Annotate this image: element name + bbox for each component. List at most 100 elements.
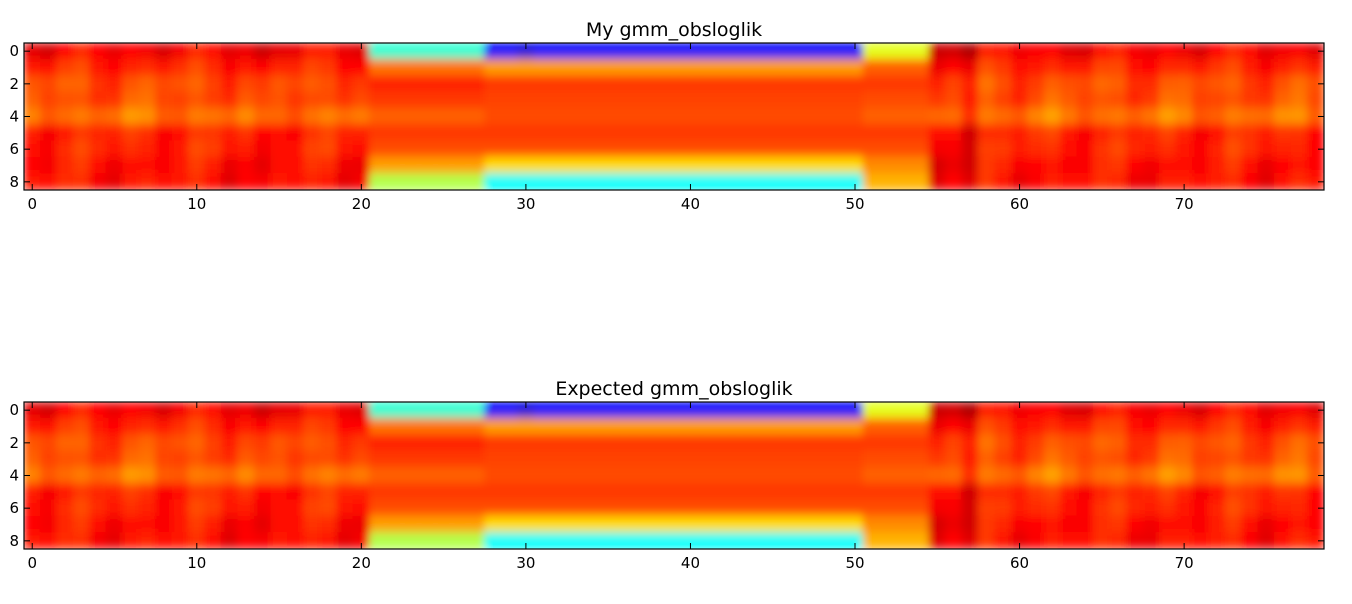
heatmap-cell: [467, 434, 486, 452]
heatmap-cell: [550, 107, 568, 126]
heatmap-cell: [747, 75, 766, 93]
heatmap-cell: [1274, 532, 1292, 549]
heatmap-cell: [796, 58, 815, 77]
heatmap-cell: [550, 417, 568, 436]
heatmap-cell: [1175, 173, 1193, 190]
heatmap-cell: [994, 483, 1012, 501]
heatmap-cell: [418, 532, 436, 549]
heatmap-cell: [1010, 434, 1029, 452]
heatmap-cell: [994, 124, 1012, 142]
heatmap-cell: [122, 107, 140, 126]
heatmap-cell: [1290, 515, 1309, 534]
heatmap-cell: [1274, 124, 1292, 142]
heatmap-cell: [122, 515, 140, 534]
heatmap-cell: [1307, 515, 1324, 534]
heatmap-cell: [89, 515, 107, 534]
heatmap-cell: [122, 156, 140, 175]
heatmap-cell: [1126, 515, 1144, 534]
heatmap-cell: [1307, 173, 1324, 190]
heatmap-cell: [1191, 499, 1210, 517]
heatmap-cell: [582, 515, 601, 534]
heatmap-cell: [1224, 124, 1243, 142]
heatmap-cell: [1274, 58, 1292, 77]
heatmap-cell: [1307, 140, 1324, 158]
x-axis-ticks: 0 10 20 30 40 50 60 70: [27, 402, 1194, 572]
heatmap-cell: [352, 107, 371, 126]
heatmap-cell: [632, 140, 650, 158]
heatmap-cell: [484, 483, 502, 501]
heatmap-cell: [517, 91, 535, 109]
heatmap-cell: [829, 417, 848, 436]
heatmap-cell: [1274, 434, 1292, 452]
heatmap-cell: [303, 91, 321, 109]
heatmap-cell: [237, 466, 255, 485]
heatmap-cell: [665, 532, 683, 549]
heatmap-cell: [220, 107, 239, 126]
heatmap-cell: [336, 91, 354, 109]
heatmap-cell: [599, 124, 617, 142]
heatmap-cell: [467, 156, 486, 175]
heatmap-cell: [813, 91, 831, 109]
heatmap-cell: [286, 107, 305, 126]
y-tick-label: 8: [9, 532, 19, 550]
heatmap-cell: [648, 515, 667, 534]
heatmap-cell: [928, 43, 947, 60]
heatmap-cell: [1241, 156, 1259, 175]
heatmap-cell: [912, 483, 930, 501]
heatmap-cell: [517, 43, 535, 60]
heatmap-cell: [1126, 417, 1144, 436]
heatmap-cell: [39, 173, 58, 190]
heatmap-cell: [220, 499, 239, 517]
heatmap-cell: [369, 417, 387, 436]
heatmap-cell: [188, 58, 206, 77]
heatmap-cell: [434, 499, 453, 517]
heatmap-cell: [681, 75, 700, 93]
heatmap-cell: [1126, 91, 1144, 109]
heatmap-cell: [204, 173, 222, 190]
heatmap-cell: [155, 402, 173, 419]
heatmap-cell: [599, 107, 617, 126]
heatmap-cell: [484, 499, 502, 517]
heatmap-cell: [862, 466, 881, 485]
heatmap-cell: [237, 450, 255, 468]
heatmap-cell: [566, 107, 584, 126]
heatmap-cell: [401, 532, 420, 549]
heatmap-cell: [418, 124, 436, 142]
heatmap-cell: [566, 402, 584, 419]
heatmap-cell: [1027, 91, 1045, 109]
heatmap-cell: [747, 124, 766, 142]
heatmap-cell: [89, 417, 107, 436]
x-tick-label: 60: [1010, 195, 1029, 213]
x-tick-label: 60: [1010, 554, 1029, 572]
heatmap-cells: [24, 402, 1324, 549]
heatmap-cell: [1290, 434, 1309, 452]
heatmap-cell: [270, 434, 288, 452]
heatmap-cell: [764, 483, 782, 501]
heatmap-cell: [237, 402, 255, 419]
heatmap-cell: [352, 173, 371, 190]
heatmap-cell: [138, 499, 157, 517]
heatmap-cell: [1224, 417, 1243, 436]
heatmap-cell: [72, 483, 91, 501]
heatmap-cell: [829, 173, 848, 190]
heatmap-cell: [270, 483, 288, 501]
heatmap-cell: [385, 466, 403, 485]
heatmap-cell: [418, 499, 436, 517]
heatmap-cell: [336, 124, 354, 142]
heatmap-cell: [467, 499, 486, 517]
heatmap-cell: [1191, 91, 1210, 109]
heatmap-cell: [171, 124, 190, 142]
heatmap-cell: [533, 417, 552, 436]
heatmap-cell: [171, 402, 190, 419]
heatmap-cell: [879, 43, 897, 60]
heatmap-cell: [72, 499, 91, 517]
heatmap-cell: [1274, 515, 1292, 534]
heatmap-cell: [253, 75, 272, 93]
heatmap-cell: [961, 140, 979, 158]
heatmap-cell: [24, 173, 41, 190]
heatmap-cell: [1142, 532, 1160, 549]
heatmap-cell: [895, 466, 914, 485]
heatmap-cell: [681, 402, 700, 419]
heatmap-cell: [1224, 107, 1243, 126]
heatmap-cell: [533, 75, 552, 93]
